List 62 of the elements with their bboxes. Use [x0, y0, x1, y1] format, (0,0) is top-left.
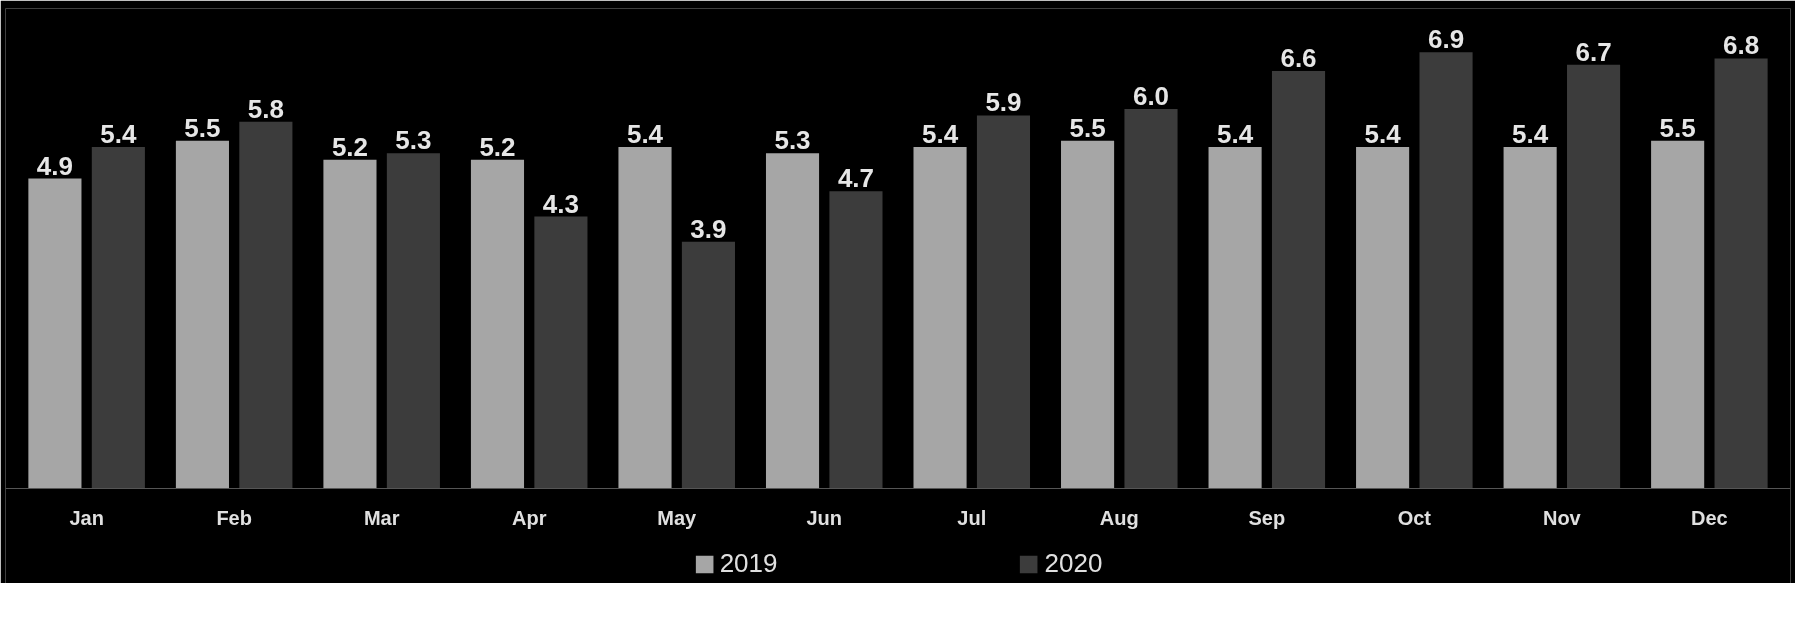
data-label: 5.5 — [1659, 112, 1696, 143]
bar — [976, 115, 1031, 489]
bar — [618, 147, 672, 489]
data-label: 6.9 — [1427, 24, 1465, 55]
x-tick-label: Aug — [1099, 506, 1139, 529]
data-label: 5.4 — [1364, 119, 1402, 149]
x-tick-label: Jul — [957, 506, 987, 529]
bar — [470, 159, 525, 489]
bar — [534, 216, 588, 489]
x-tick-label: Nov — [1542, 506, 1582, 529]
legend-label: 2020 — [1044, 548, 1103, 579]
x-tick-label: Apr — [511, 506, 547, 529]
data-label: 4.7 — [837, 163, 875, 194]
bar — [239, 121, 293, 489]
data-label: 4.3 — [542, 188, 579, 219]
data-label: 5.4 — [1217, 119, 1254, 149]
bar — [91, 147, 145, 489]
bar — [1271, 71, 1326, 489]
bar — [765, 153, 820, 489]
data-label: 6.7 — [1575, 36, 1612, 67]
bar — [1714, 58, 1768, 489]
data-label: 5.2 — [331, 131, 369, 162]
x-tick-label: May — [657, 506, 698, 529]
bar — [28, 178, 82, 489]
x-tick-label: Sep — [1248, 506, 1286, 529]
data-label: 5.4 — [100, 119, 137, 149]
bar — [913, 147, 967, 489]
data-label: 6.6 — [1280, 43, 1317, 74]
data-label: 5.8 — [247, 93, 284, 124]
data-label: 5.4 — [1512, 119, 1549, 149]
data-label: 5.3 — [395, 125, 432, 156]
x-tick-label: Mar — [363, 506, 400, 529]
data-label: 6.8 — [1723, 30, 1760, 61]
bar — [386, 153, 440, 489]
x-tick-label: Oct — [1397, 506, 1432, 529]
bar — [829, 191, 883, 489]
data-label: 3.9 — [690, 213, 727, 244]
bar — [175, 140, 229, 489]
data-label: 5.9 — [985, 87, 1022, 118]
bar — [1356, 147, 1410, 489]
data-label: 6.0 — [1132, 81, 1170, 112]
bar — [1651, 140, 1705, 489]
data-label: 5.4 — [626, 119, 664, 149]
data-label: 5.2 — [479, 131, 516, 162]
x-tick-label: Jun — [806, 506, 843, 529]
data-label: 5.5 — [184, 112, 221, 143]
x-tick-label: Jan — [69, 506, 104, 529]
bar — [1419, 52, 1473, 489]
bar — [1061, 140, 1115, 489]
legend-label: 2019 — [719, 548, 778, 579]
data-label: 5.3 — [774, 125, 811, 156]
data-label: 5.5 — [1069, 112, 1106, 143]
x-tick-label: Dec — [1691, 506, 1728, 529]
data-label: 5.4 — [921, 119, 959, 149]
bar — [681, 241, 735, 489]
bar — [1567, 64, 1621, 489]
bar — [1208, 147, 1262, 489]
bar — [1124, 109, 1178, 489]
bar — [1503, 147, 1557, 489]
x-tick-label: Feb — [216, 506, 252, 529]
bar — [323, 159, 377, 489]
data-label: 4.9 — [36, 150, 73, 181]
